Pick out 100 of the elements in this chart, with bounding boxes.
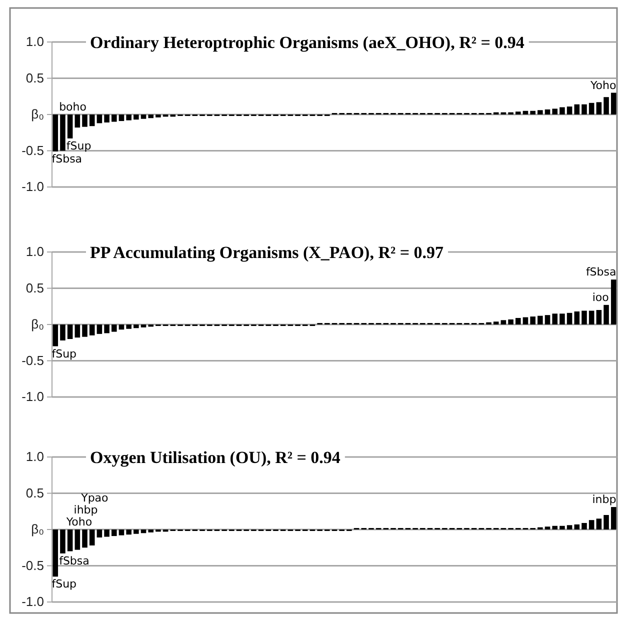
data-label: inbp [592, 493, 616, 506]
bar [89, 324, 95, 336]
chart-title: PP Accumulating Organisms (X_PAO), R² = 0.97 [90, 243, 444, 262]
y-tick-label: 1.0 [26, 34, 44, 50]
bar [156, 114, 161, 118]
data-label: ihbp [74, 504, 98, 516]
bar [560, 314, 565, 324]
bar [67, 530, 73, 552]
data-label: Ypao [80, 492, 109, 504]
bar [538, 316, 543, 324]
bar [582, 310, 587, 324]
bar [560, 107, 565, 114]
bar [126, 114, 132, 120]
bar [604, 97, 609, 114]
bar [74, 530, 80, 550]
bar [74, 114, 80, 128]
bar [60, 114, 66, 151]
bar [522, 110, 528, 114]
bar [552, 314, 558, 324]
bar [118, 114, 124, 122]
bar [126, 530, 132, 535]
bar [82, 324, 88, 337]
bar [74, 324, 80, 338]
data-label: fSup [66, 139, 92, 152]
bar [566, 312, 572, 324]
data-label: fSbsa [586, 266, 616, 279]
bar [582, 104, 587, 114]
bar [89, 530, 95, 546]
bar [538, 110, 543, 114]
data-label: fSup [52, 347, 77, 360]
bar [96, 114, 102, 124]
bar [604, 515, 609, 530]
bar [134, 530, 139, 534]
y-tick-label: β₀ [31, 316, 44, 332]
bar [111, 114, 117, 122]
y-tick-label: -1.0 [22, 594, 44, 610]
bar [596, 102, 602, 114]
bar [522, 317, 528, 324]
y-tick-label: 0.5 [26, 485, 44, 500]
y-tick-label: 1.0 [26, 449, 44, 464]
data-label: Yoho [590, 78, 617, 92]
bar [530, 110, 536, 114]
bar [515, 112, 521, 114]
data-label: fSbsa [52, 152, 82, 166]
bar [96, 530, 102, 538]
y-tick-label: -1.0 [22, 389, 44, 404]
chart-title: Oxygen Utilisation (OU), R² = 0.94 [90, 448, 341, 467]
data-label: fSbsa [59, 554, 90, 568]
bar [530, 316, 536, 324]
bar [508, 319, 514, 324]
bar [574, 524, 580, 530]
y-tick-label: 1.0 [26, 244, 44, 260]
bar [610, 507, 616, 530]
y-tick-label: -0.5 [22, 142, 44, 158]
bar [148, 114, 154, 118]
bar [118, 530, 124, 536]
bar [104, 530, 110, 537]
bar [582, 522, 587, 530]
bar [610, 92, 616, 114]
bar [140, 114, 146, 119]
bar [566, 525, 572, 530]
chart-title: Ordinary Heteroptrophic Organisms (aeX_OHO), R² = 0.94 [90, 33, 525, 52]
bar [544, 526, 550, 530]
data-label: Yoho [65, 516, 92, 528]
bar [148, 530, 154, 532]
bar [52, 530, 58, 577]
bar [574, 311, 580, 324]
bar [82, 530, 88, 548]
bar [140, 324, 146, 328]
bar [89, 114, 95, 126]
bar [82, 114, 88, 127]
bar [60, 530, 66, 554]
data-label: ioo [592, 290, 610, 304]
bar [588, 102, 594, 114]
bar [52, 324, 58, 346]
bar [126, 324, 132, 329]
bar [60, 324, 66, 340]
bar [67, 114, 73, 138]
bar [588, 520, 594, 530]
bar [118, 324, 124, 330]
bar [493, 322, 499, 324]
bar [566, 106, 572, 114]
y-tick-label: 0.5 [26, 70, 44, 86]
data-label: fSup [52, 578, 77, 591]
y-tick-label: -1.0 [22, 179, 44, 194]
y-tick-label: -0.5 [22, 558, 44, 573]
bar [544, 109, 550, 114]
bar [52, 114, 58, 152]
bar [140, 530, 146, 534]
bar [500, 320, 506, 324]
bar [67, 324, 73, 339]
bar [596, 518, 602, 530]
bar [134, 114, 139, 120]
bar [552, 526, 558, 530]
bar [552, 108, 558, 114]
data-label: boho [59, 100, 87, 114]
bar [610, 280, 616, 324]
y-tick-label: -0.5 [22, 352, 44, 368]
bar [104, 114, 110, 122]
bar [574, 104, 580, 114]
